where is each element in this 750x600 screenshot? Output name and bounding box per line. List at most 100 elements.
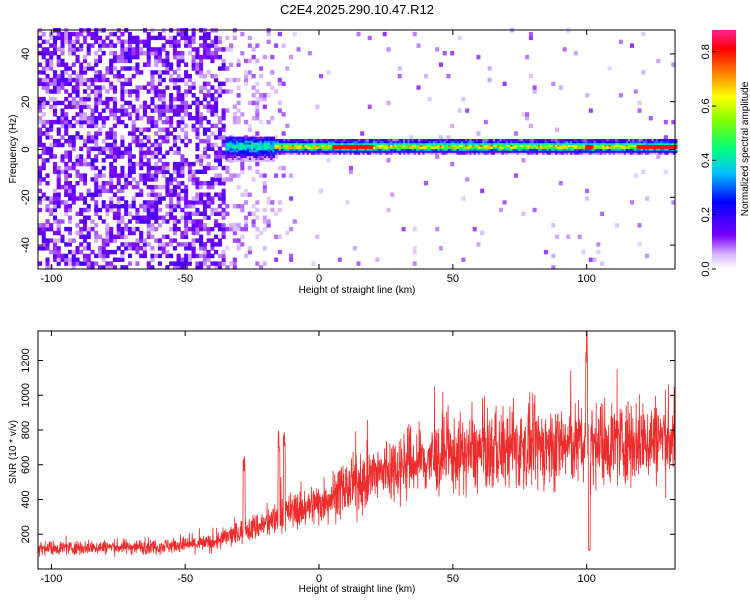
spectrogram-cell — [116, 200, 121, 205]
spectrogram-cell — [109, 39, 114, 45]
spectrogram-cell — [109, 204, 114, 209]
spectrogram-band-cell — [488, 148, 492, 151]
spectrogram-band-cell — [253, 138, 256, 141]
spectrogram-cell — [41, 146, 46, 152]
spectrogram-band-cell — [231, 140, 235, 143]
spectrogram-band-cell — [343, 146, 346, 149]
spectrogram-cell — [56, 127, 61, 132]
spectrogram-cell — [195, 127, 200, 132]
spectrogram-cell — [637, 100, 642, 106]
spectrogram-cell — [142, 135, 147, 140]
spectrogram-band-cell — [548, 139, 552, 142]
spectrogram-band-cell — [268, 138, 271, 141]
spectrogram-band-cell — [557, 148, 560, 151]
spectrogram-band-cell — [542, 146, 545, 149]
spectrogram-cell — [169, 192, 174, 197]
spectrogram-cell — [68, 43, 73, 48]
spectrogram-band-cell — [642, 150, 646, 153]
spectrogram-cell — [86, 66, 91, 71]
spectrogram-cell — [172, 47, 177, 52]
spectrogram-cell — [101, 116, 106, 121]
spectrogram-band-cell — [621, 150, 624, 153]
spectrogram-cell — [79, 47, 84, 52]
spectrogram-band-cell — [495, 148, 498, 151]
spectrogram-band-cell — [593, 140, 597, 144]
spectrogram-cell — [94, 39, 99, 45]
spectrogram-cell — [165, 188, 170, 194]
spectrogram-cell — [169, 173, 174, 178]
spectrogram-band-cell — [580, 140, 584, 144]
spectrogram-band-cell — [617, 140, 620, 144]
spectrogram-cell — [255, 112, 260, 117]
spectrogram-band-cell — [403, 139, 406, 142]
spectrogram-band-cell — [645, 150, 648, 153]
spectrogram-band-cell — [651, 152, 654, 155]
spectrogram-cell — [326, 158, 331, 163]
spectrogram-band-cell — [268, 157, 271, 160]
spectrogram-band-cell — [567, 144, 571, 148]
spectrogram-band-cell — [452, 139, 455, 142]
spectrogram-cell — [38, 181, 43, 186]
spectrogram-cell — [270, 200, 275, 205]
spectrogram-cell — [206, 47, 211, 52]
spectrogram-band-cell — [347, 146, 350, 149]
spectrogram-cell — [240, 112, 245, 117]
spectrogram-cell — [240, 226, 245, 232]
spectrogram-cell — [221, 192, 226, 197]
spectrogram-cell — [187, 257, 192, 262]
spectrogram-cell — [210, 146, 215, 152]
spectrogram-cell — [161, 127, 166, 132]
spectrogram-band-cell — [263, 159, 267, 162]
spectrogram-cell — [176, 242, 181, 247]
spectrogram-band-cell — [660, 146, 663, 149]
spectrogram-band-cell — [467, 146, 470, 149]
spectrogram-band-cell — [645, 139, 648, 142]
spectrogram-band-cell — [544, 139, 547, 142]
spectrogram-cell — [135, 51, 140, 56]
spectrogram-cell — [184, 123, 189, 129]
spectrogram-band-cell — [475, 150, 479, 153]
spectrogram-band-cell — [319, 144, 323, 148]
spectrogram-band-cell — [347, 139, 350, 142]
spectrogram-band-cell — [473, 150, 477, 153]
spectrogram-band-cell — [293, 142, 297, 146]
spectrogram-band-cell — [255, 150, 258, 153]
spectrogram-band-cell — [276, 144, 280, 148]
spectrogram-cell — [217, 127, 222, 132]
spectrogram-cell — [157, 127, 162, 132]
spectrogram-band-cell — [362, 150, 365, 153]
spectrogram-band-cell — [439, 139, 442, 142]
spectrogram-band-cell — [525, 150, 528, 153]
spectrogram-band-cell — [510, 146, 513, 149]
spectrogram-band-cell — [351, 142, 355, 146]
spectrogram-band-cell — [225, 157, 228, 160]
spectrogram-band-cell — [248, 138, 252, 141]
spectrogram-band-cell — [253, 142, 256, 145]
spectrogram-cell — [277, 108, 282, 113]
spectrogram-cell — [225, 108, 230, 113]
spectrogram-band-cell — [664, 142, 667, 146]
spectrogram-cell — [259, 265, 264, 270]
spectrogram-band-cell — [283, 139, 286, 142]
spectrogram-cell — [105, 104, 110, 110]
spectrogram-band-cell — [270, 148, 273, 151]
spectrogram-cell — [154, 35, 159, 41]
spectrogram-band-cell — [595, 139, 599, 142]
spectrogram-cell — [214, 150, 219, 155]
spectrogram-cell — [202, 204, 207, 209]
spectrogram-cell — [64, 253, 69, 259]
spectrogram-cell — [68, 230, 73, 236]
spectrogram-band-cell — [293, 152, 297, 155]
spectrogram-cell — [75, 47, 80, 52]
spectrogram-cell — [71, 238, 76, 243]
spectrogram-band-cell — [651, 139, 654, 142]
spectrogram-cell — [199, 85, 204, 90]
spectrogram-cell — [120, 204, 125, 209]
spectrogram-cell — [135, 142, 140, 148]
spectrogram-band-cell — [304, 150, 308, 153]
spectrogram-cell — [45, 196, 50, 201]
spectrogram-band-cell — [576, 146, 579, 149]
spectrogram-cell — [127, 66, 132, 71]
spectrogram-band-cell — [424, 142, 427, 146]
spectrogram-cell — [109, 226, 114, 232]
